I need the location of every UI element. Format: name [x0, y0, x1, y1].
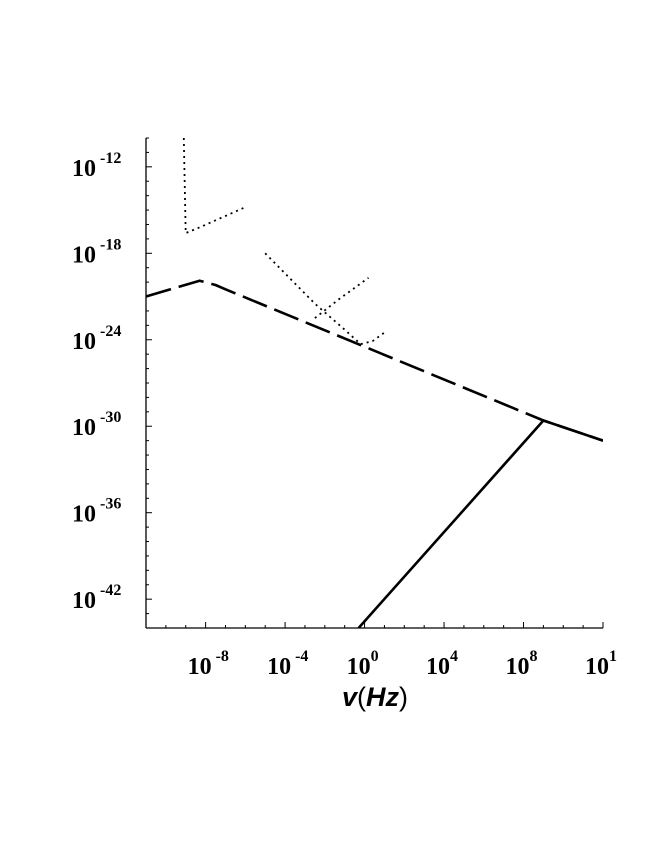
- x-tick-label: 108: [506, 648, 538, 680]
- series-solid-line-1: [357, 419, 603, 628]
- x-axis-open-paren: (: [357, 682, 366, 712]
- tick-labels: 10 -12 10 -18 10 -24 10 -30 10 -36 10 -42 10 -…: [72, 150, 617, 680]
- x-axis-unit: Hz: [366, 682, 399, 712]
- x-tick-label: 10 -8: [188, 648, 229, 680]
- y-tick-label: 10 -18: [72, 236, 121, 268]
- x-axis-label: v(Hz): [342, 682, 408, 712]
- series-dotted-line-3: [264, 252, 385, 346]
- y-tick-label: 10 -42: [72, 582, 121, 614]
- series-dashed-line-0: [146, 279, 603, 442]
- axes: [145, 137, 604, 629]
- y-tick-label: 10 -12: [72, 150, 121, 182]
- x-tick-label: 10 -4: [267, 648, 308, 680]
- x-axis-symbol: v: [342, 682, 359, 712]
- series-group: [146, 137, 603, 628]
- y-tick-label: 10 -36: [72, 496, 121, 528]
- series-dotted-line-4: [314, 277, 370, 319]
- x-tick-label: 100: [347, 648, 379, 680]
- y-tick-label: 10 -30: [72, 409, 121, 441]
- x-tick-label: 104: [426, 648, 458, 680]
- x-axis-close-paren: ): [399, 682, 408, 712]
- y-tick-label: 10 -24: [72, 323, 121, 355]
- series-dotted-line-2: [182, 137, 246, 235]
- x-tick-label: 101: [585, 648, 617, 680]
